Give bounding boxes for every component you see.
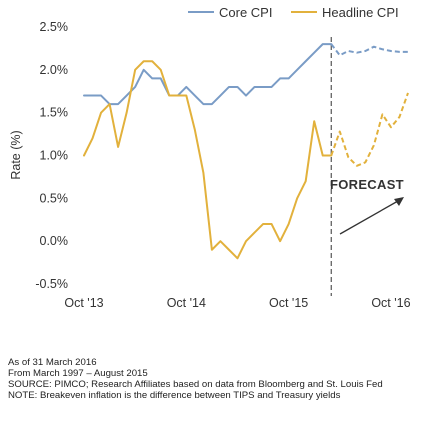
y-tick-label: 2.5% [40, 20, 69, 34]
y-axis-ticks: 2.5% 2.0% 1.5% 1.0% 0.5% 0.0% -0.5% [35, 20, 68, 291]
as-of-note: As of 31 March 2016 [8, 357, 97, 368]
forecast-line-core-cpi [330, 43, 408, 57]
series-line-headline-cpi [83, 60, 333, 260]
x-tick-label: Oct '14 [167, 296, 206, 310]
forecast-label: FORECAST [330, 177, 404, 192]
breakeven-note: NOTE: Breakeven inflation is the differe… [8, 390, 341, 401]
y-tick-label: 1.0% [40, 149, 69, 163]
legend-label-core-cpi: Core CPI [219, 5, 272, 20]
x-tick-label: Oct '16 [371, 296, 410, 310]
chart-legend: Core CPI Headline CPI [188, 5, 399, 20]
x-tick-label: Oct '13 [64, 296, 103, 310]
forecast-line-headline-cpi [330, 92, 409, 167]
inflation-line-chart: Core CPI Headline CPI Rate (%) 2.5% 2.0% 1… [9, 5, 411, 310]
forecast-arrow [339, 197, 404, 235]
x-axis-ticks: Oct '13 Oct '14 Oct '15 Oct '16 [64, 296, 410, 310]
series-layer [83, 43, 409, 260]
y-tick-label: 1.5% [40, 106, 69, 120]
y-axis-label: Rate (%) [9, 130, 23, 179]
legend-label-headline-cpi: Headline CPI [322, 5, 399, 20]
chart-notes: As of 31 March 2016 From March 1997 – Au… [8, 357, 433, 401]
x-tick-label: Oct '15 [269, 296, 308, 310]
y-tick-label: 0.0% [40, 234, 69, 248]
source-note: SOURCE: PIMCO; Research Affiliates based… [8, 379, 383, 390]
date-range-note: From March 1997 – August 2015 [8, 368, 148, 379]
y-tick-label: -0.5% [35, 277, 68, 291]
y-tick-label: 0.5% [40, 191, 69, 205]
series-line-core-cpi [83, 43, 333, 106]
y-tick-label: 2.0% [40, 63, 69, 77]
